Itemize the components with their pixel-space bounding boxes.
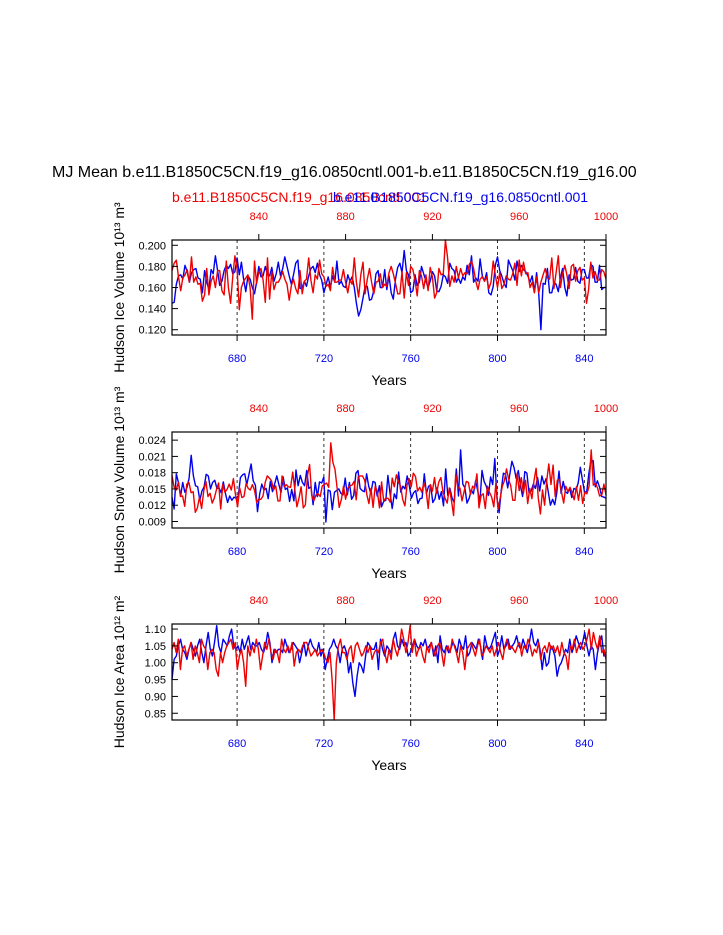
y-tick-label: 0.012	[138, 500, 166, 512]
x-tick-label-top: 960	[510, 403, 528, 415]
y-tick-label: 1.05	[145, 641, 166, 653]
x-tick-label-top: 1000	[594, 595, 618, 607]
y-tick-label: 0.90	[145, 691, 166, 703]
plot-frame	[171, 431, 607, 529]
series-line-red	[171, 239, 607, 320]
y-tick-label: 0.120	[138, 325, 166, 337]
series-line-red	[171, 442, 607, 517]
x-tick-label-bottom: 840	[575, 546, 593, 558]
x-tick-label-top: 920	[423, 403, 441, 415]
x-tick-label-top: 920	[423, 211, 441, 223]
x-axis-label: Years	[371, 372, 406, 388]
x-tick-label-bottom: 800	[488, 738, 506, 750]
x-tick-label-top: 1000	[594, 211, 618, 223]
plot-frame	[171, 623, 607, 721]
x-tick-label-bottom: 720	[315, 546, 333, 558]
x-tick-label-bottom: 760	[402, 738, 420, 750]
y-axis-label: Hudson Ice Volume 10¹³ m³	[111, 202, 127, 373]
x-tick-label-top: 840	[250, 595, 268, 607]
x-tick-label-bottom: 720	[315, 738, 333, 750]
y-tick-label: 0.85	[145, 708, 166, 720]
x-axis-label: Years	[371, 565, 406, 581]
y-tick-label: 0.024	[138, 435, 166, 447]
legend-blue-label: b.e11.B1850C5CN.f19_g16.0850cntl.001	[333, 189, 589, 205]
x-tick-label-bottom: 720	[315, 353, 333, 365]
x-tick-label-top: 880	[336, 211, 354, 223]
y-axis-label: Hudson Ice Area 10¹² m²	[111, 595, 127, 748]
y-tick-label: 0.200	[138, 240, 166, 252]
x-tick-label-bottom: 800	[488, 353, 506, 365]
y-tick-label: 0.160	[138, 283, 166, 295]
y-tick-label: 0.021	[138, 451, 166, 463]
y-tick-label: 1.00	[145, 658, 166, 670]
y-tick-label: 1.10	[145, 624, 166, 636]
x-tick-label-bottom: 680	[228, 353, 246, 365]
x-tick-label-top: 920	[423, 595, 441, 607]
figure-title: MJ Mean b.e11.B1850C5CN.f19_g16.0850cntl…	[52, 164, 637, 181]
y-tick-label: 0.95	[145, 675, 166, 687]
x-tick-label-bottom: 840	[575, 353, 593, 365]
x-tick-label-bottom: 760	[402, 353, 420, 365]
x-tick-label-bottom: 680	[228, 546, 246, 558]
y-axis-label: Hudson Snow Volume 10¹³ m³	[111, 386, 127, 573]
series-line-red	[171, 625, 607, 721]
x-tick-label-bottom: 840	[575, 738, 593, 750]
y-tick-label: 0.140	[138, 304, 166, 316]
x-tick-label-top: 880	[336, 595, 354, 607]
x-tick-label-top: 880	[336, 403, 354, 415]
y-tick-label: 0.009	[138, 516, 166, 528]
x-tick-label-top: 960	[510, 595, 528, 607]
x-axis-label: Years	[371, 757, 406, 773]
x-tick-label-bottom: 680	[228, 738, 246, 750]
x-tick-label-top: 1000	[594, 403, 618, 415]
y-tick-label: 0.018	[138, 468, 166, 480]
x-tick-label-bottom: 800	[488, 546, 506, 558]
y-tick-label: 0.015	[138, 484, 166, 496]
x-tick-label-top: 960	[510, 211, 528, 223]
x-tick-label-top: 840	[250, 403, 268, 415]
x-tick-label-top: 840	[250, 211, 268, 223]
y-tick-label: 0.180	[138, 261, 166, 273]
x-tick-label-bottom: 760	[402, 546, 420, 558]
legend-red-label: b.e11.B1850C5CN.f19_g16.0850cntl.001	[172, 189, 428, 205]
